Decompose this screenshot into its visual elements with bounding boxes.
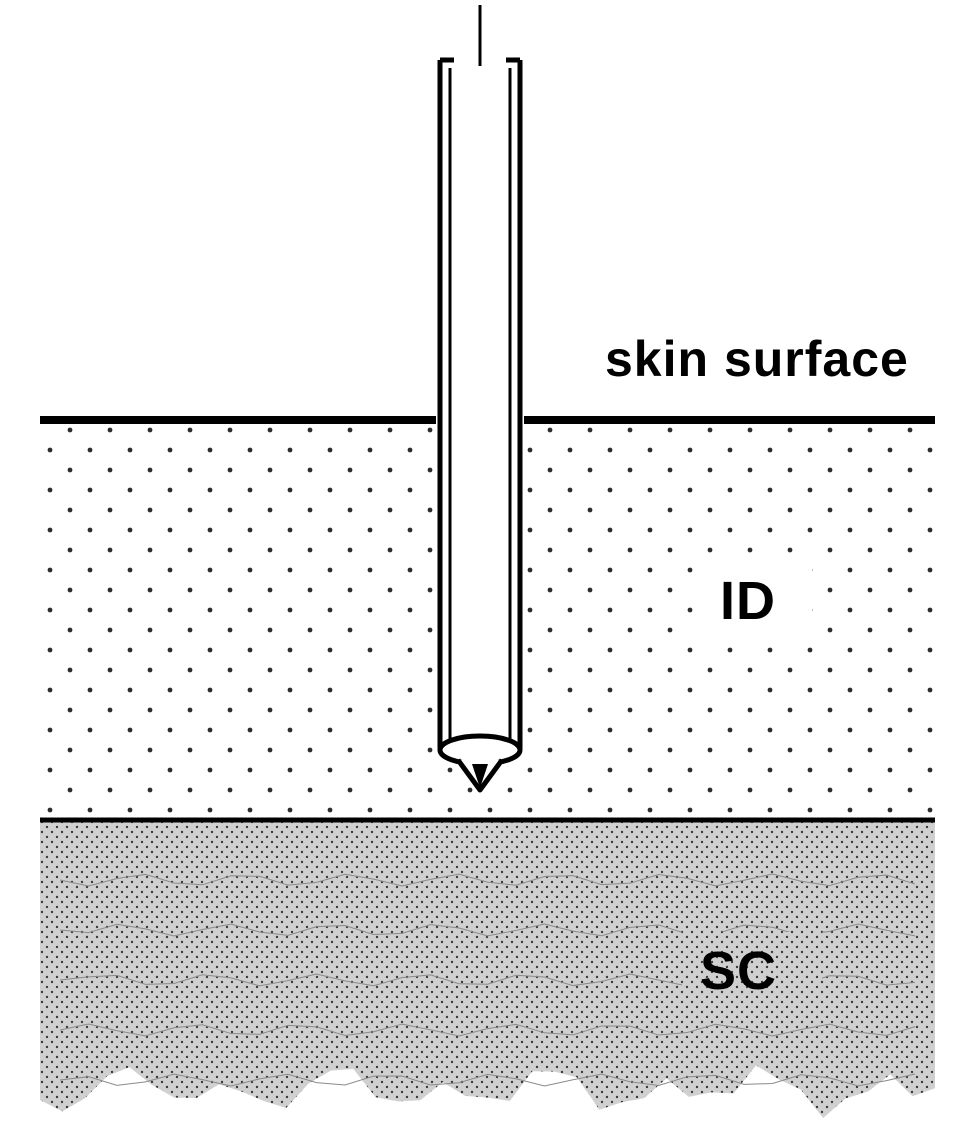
diagram-stage: skin surface ID SC <box>0 0 975 1143</box>
label-skin-surface: skin surface <box>605 330 909 388</box>
label-id: ID <box>720 570 776 632</box>
label-sc: SC <box>700 940 777 1002</box>
diagram-svg <box>0 0 975 1143</box>
